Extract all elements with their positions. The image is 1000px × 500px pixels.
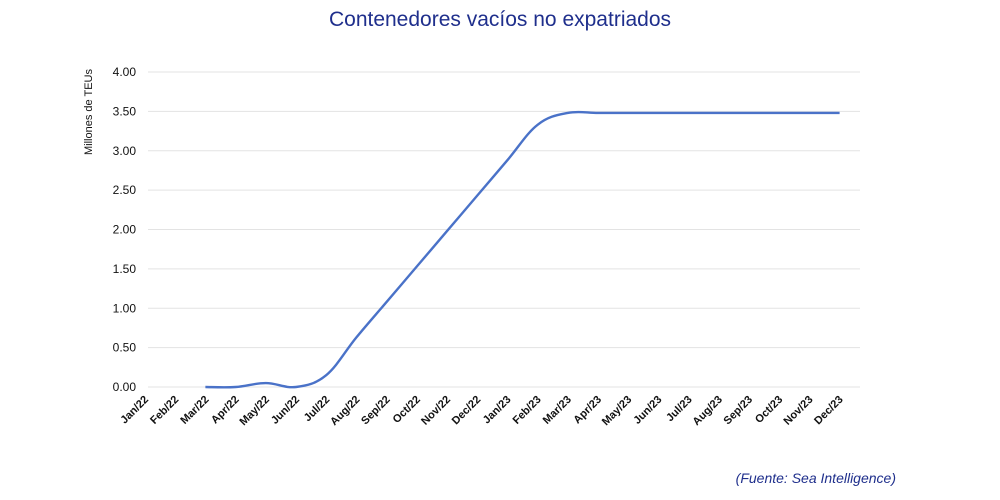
x-tick-label: Jan/22: [118, 394, 151, 427]
y-tick-label: 0.50: [113, 341, 137, 355]
x-tick-label: Sep/23: [722, 394, 756, 428]
source-note: (Fuente: Sea Intelligence): [735, 470, 896, 486]
x-tick-label: Jan/23: [481, 394, 514, 427]
y-tick-label: 3.00: [113, 144, 137, 158]
x-tick-label: May/23: [600, 394, 634, 428]
x-tick-label: Oct/22: [391, 394, 423, 426]
x-tick-label: Aug/23: [690, 394, 724, 428]
series-line: [205, 110, 840, 389]
x-tick-label: May/22: [237, 394, 271, 428]
x-tick-label: Mar/22: [178, 394, 211, 427]
x-tick-label: Apr/22: [209, 394, 242, 427]
x-tick-label: Jun/23: [631, 394, 664, 427]
y-tick-label: 2.00: [113, 223, 137, 237]
y-tick-label: 4.00: [113, 65, 137, 79]
gridlines: [148, 71, 860, 388]
x-tick-label: Jun/22: [269, 394, 302, 427]
y-tick-label: 3.50: [113, 104, 137, 118]
x-tick-label: Feb/23: [511, 394, 544, 427]
x-tick-label: Mar/23: [541, 394, 574, 427]
x-tick-label: Nov/23: [782, 394, 816, 428]
x-tick-label: Feb/22: [148, 394, 181, 427]
x-tick-label: Dec/23: [812, 394, 846, 428]
x-tick-label: Sep/22: [359, 394, 393, 428]
y-tick-label: 0.00: [113, 380, 137, 394]
x-tick-label: Aug/22: [328, 394, 362, 428]
x-tick-label: Apr/23: [571, 394, 604, 427]
x-tick-label: Oct/23: [753, 394, 785, 426]
y-tick-label: 1.00: [113, 301, 137, 315]
y-axis-label: Millones de TEUs: [83, 69, 95, 155]
x-tick-label: Dec/22: [450, 394, 484, 428]
y-axis-ticks: 0.00 0.50 1.00 1.50 2.00 2.50 3.00 3.50 4.00: [113, 65, 137, 394]
series-layer: [205, 110, 840, 389]
x-tick-label: Nov/22: [419, 394, 453, 428]
y-tick-label: 1.50: [113, 262, 137, 276]
chart-title: Contenedores vacíos no expatriados: [328, 8, 672, 31]
y-tick-label: 2.50: [113, 183, 137, 197]
